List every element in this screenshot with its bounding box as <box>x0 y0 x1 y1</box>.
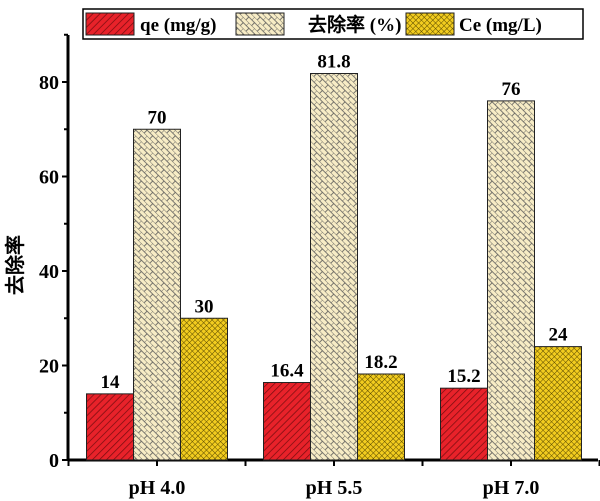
bar <box>86 393 134 461</box>
bar <box>263 382 311 461</box>
bar <box>180 317 228 461</box>
y-tick-label: 40 <box>39 261 59 283</box>
data-label: 16.4 <box>270 361 304 382</box>
bar <box>133 128 181 461</box>
data-label: 81.8 <box>317 51 350 72</box>
legend-swatch <box>235 12 285 36</box>
legend-label: 去除率 (%) <box>308 13 401 36</box>
legend <box>82 8 584 40</box>
legend-label: Ce (mg/L) <box>459 15 542 36</box>
data-label: 18.2 <box>364 352 397 373</box>
data-label: 24 <box>549 325 569 346</box>
bar <box>310 72 358 461</box>
legend-swatch <box>85 12 135 36</box>
bar <box>534 346 582 461</box>
y-tick-label: 20 <box>39 356 59 378</box>
data-label: 14 <box>101 372 121 393</box>
y-axis-label: 去除率 <box>3 235 27 295</box>
legend-swatch <box>405 12 455 36</box>
data-label: 30 <box>195 296 214 317</box>
data-label: 15.2 <box>447 366 480 387</box>
y-tick-label: 60 <box>39 167 59 189</box>
x-tick-label: pH 7.0 <box>483 477 540 499</box>
data-label: 76 <box>502 79 521 100</box>
bar <box>357 373 405 461</box>
data-label: 70 <box>148 107 167 128</box>
x-tick-label: pH 4.0 <box>129 477 186 499</box>
bar <box>440 387 488 461</box>
bar <box>487 100 535 461</box>
legend-label: qe (mg/g) <box>140 15 217 36</box>
y-tick-label: 0 <box>49 450 59 472</box>
x-tick-label: pH 5.5 <box>306 477 363 499</box>
y-tick-label: 80 <box>39 72 59 94</box>
